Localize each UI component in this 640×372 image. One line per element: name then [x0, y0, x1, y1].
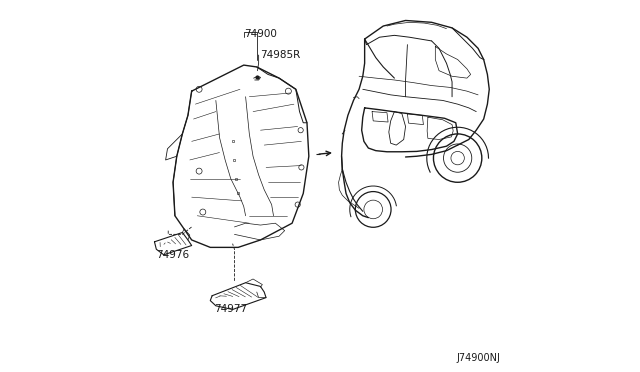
- Text: J74900NJ: J74900NJ: [456, 353, 500, 363]
- Text: 74985R: 74985R: [260, 49, 301, 60]
- Text: 74900: 74900: [244, 29, 276, 39]
- Text: 74977: 74977: [214, 304, 247, 314]
- Text: 74976: 74976: [156, 250, 189, 260]
